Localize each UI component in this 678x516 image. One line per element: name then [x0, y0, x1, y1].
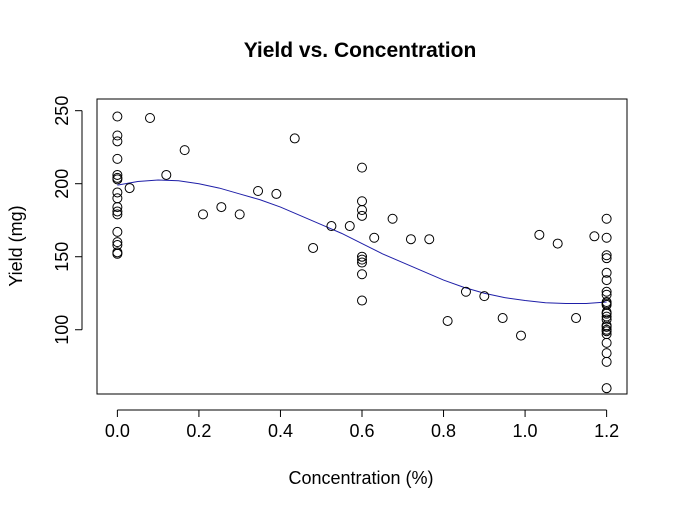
data-point [124, 183, 135, 194]
data-point [326, 221, 337, 232]
chart-title: Yield vs. Concentration [244, 39, 477, 62]
data-point [357, 257, 367, 268]
data-point [112, 226, 123, 237]
x-tick-label: 0.0 [105, 421, 130, 441]
x-tick-label: 1.0 [513, 421, 538, 441]
y-tick-label: 100 [52, 315, 72, 345]
data-point [589, 231, 600, 242]
data-point [112, 193, 123, 204]
x-axis-label: Concentration (%) [288, 468, 433, 488]
data-point [112, 187, 123, 198]
data-point [357, 295, 367, 306]
data-point [357, 196, 367, 207]
data-point [387, 213, 398, 224]
y-tick-label: 150 [52, 242, 72, 272]
data-point [552, 238, 563, 249]
data-point [601, 232, 612, 243]
data-point [112, 209, 123, 220]
y-tick-label: 250 [52, 96, 72, 126]
data-point [369, 232, 380, 243]
data-point [601, 324, 612, 335]
data-point [357, 269, 367, 280]
data-point [601, 253, 612, 264]
data-point [234, 209, 245, 220]
data-point [534, 229, 545, 240]
data-point [357, 254, 367, 265]
data-point [601, 348, 612, 359]
data-point [357, 204, 367, 215]
data-point [601, 250, 612, 261]
plot-frame [96, 98, 628, 395]
data-point [344, 221, 355, 232]
y-tick-label: 200 [52, 169, 72, 199]
data-point [112, 130, 123, 141]
data-point [112, 174, 123, 185]
x-tick-label: 0.8 [431, 421, 456, 441]
data-point [357, 162, 367, 173]
data-point [460, 286, 471, 297]
data-point [198, 209, 208, 220]
data-point [112, 248, 123, 259]
data-point [253, 186, 264, 196]
data-point [112, 237, 123, 248]
data-point [601, 383, 612, 394]
y-axis: 100 150 200 250 [52, 96, 83, 345]
data-point [405, 234, 416, 245]
data-point [601, 275, 612, 286]
fit-line [117, 179, 607, 304]
data-point [601, 321, 612, 332]
data-point [601, 314, 612, 325]
x-axis: 0.0 0.2 0.4 0.6 0.8 1.0 1.2 [105, 409, 619, 441]
points-layer [112, 111, 612, 394]
data-point [112, 202, 123, 213]
data-point [601, 308, 612, 319]
data-point [424, 234, 435, 245]
data-point [216, 202, 227, 213]
data-point [112, 153, 123, 164]
fit-line-layer [117, 179, 607, 304]
data-point [308, 242, 319, 253]
data-point [571, 313, 582, 324]
data-point [357, 210, 367, 221]
data-point [289, 133, 300, 144]
data-point [516, 330, 526, 341]
x-tick-label: 0.2 [186, 421, 211, 441]
data-point [479, 291, 490, 302]
x-tick-label: 0.4 [268, 421, 293, 441]
data-point [145, 112, 155, 123]
x-tick-label: 1.2 [594, 421, 619, 441]
data-point [497, 313, 508, 324]
data-point [179, 145, 190, 156]
data-point [112, 136, 123, 147]
data-point [601, 213, 612, 224]
data-point [442, 315, 453, 326]
data-point [601, 298, 612, 309]
x-tick-label: 0.6 [349, 421, 374, 441]
data-point [112, 111, 123, 122]
data-point [601, 337, 612, 348]
data-point [161, 169, 172, 180]
data-point [112, 169, 123, 180]
data-point [271, 188, 282, 199]
data-point [357, 251, 367, 262]
data-point [112, 206, 123, 217]
data-point [601, 267, 612, 278]
y-axis-label: Yield (mg) [6, 205, 26, 286]
data-point [601, 286, 612, 297]
data-point [601, 356, 612, 367]
